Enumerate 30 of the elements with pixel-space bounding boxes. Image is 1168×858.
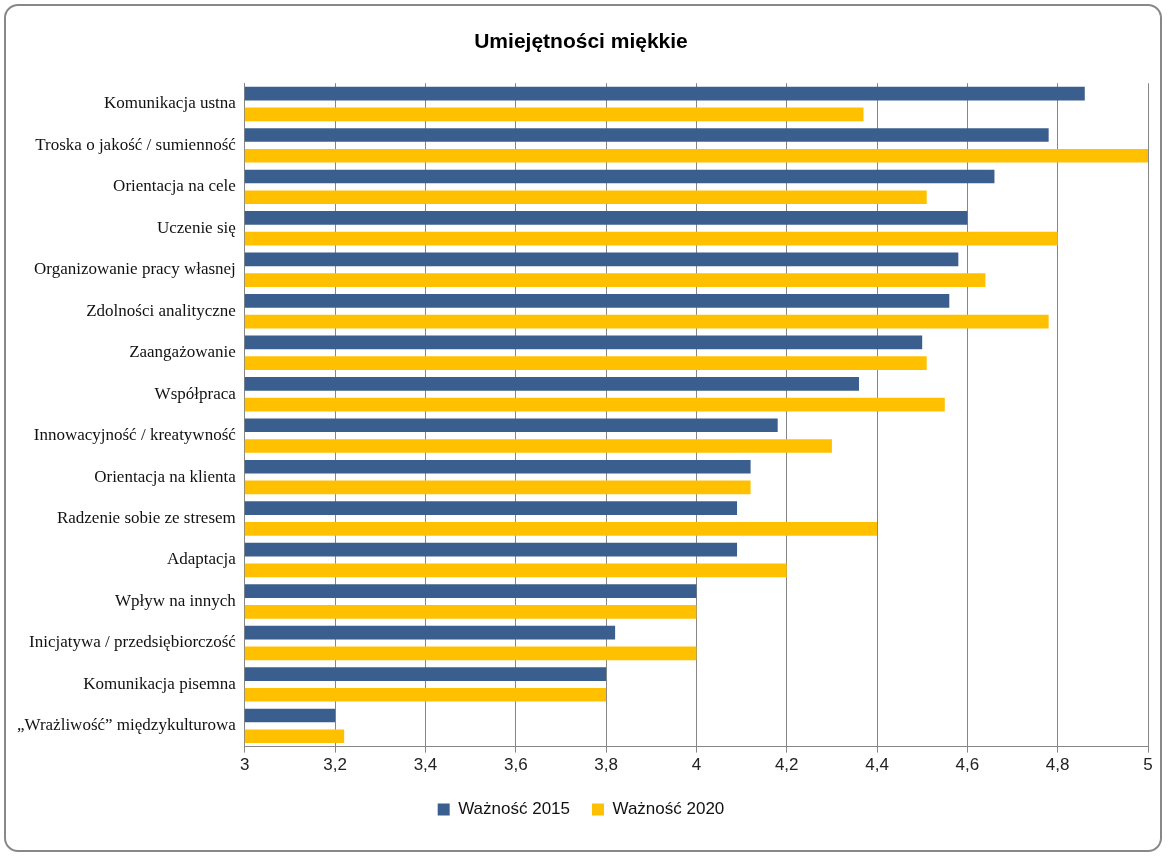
- y-tick-label: Orientacja na cele: [113, 176, 236, 196]
- x-tick-label: 3,6: [503, 755, 528, 775]
- y-tick-label: Adaptacja: [166, 549, 237, 569]
- y-tick-label: Komunikacja pisemna: [83, 673, 237, 693]
- y-tick-label: Troska o jakość / sumienność: [35, 134, 237, 154]
- x-tick-label: 3: [240, 755, 250, 775]
- x-tick-label: 3,2: [323, 755, 347, 775]
- x-tick-label: 4: [691, 755, 702, 775]
- x-tick-label: 3,4: [413, 755, 438, 775]
- y-tick-label: Radzenie sobie ze stresem: [56, 508, 236, 528]
- y-tick-label: Zaangażowanie: [129, 342, 236, 362]
- x-tick-label: 5: [1143, 755, 1153, 775]
- y-tick-label: Innowacyjność / kreatywność: [33, 425, 237, 445]
- x-tick-label: 4,6: [955, 755, 980, 775]
- y-tick-label: Inicjatywa / przedsiębiorczość: [29, 632, 237, 652]
- y-tick-label: Wpływ na innych: [114, 590, 237, 610]
- y-tick-label: Zdolności analityczne: [86, 300, 236, 320]
- y-tick-label: Orientacja na klienta: [94, 466, 237, 486]
- x-tick-label: 4,4: [865, 755, 889, 775]
- y-tick-label: „Wrażliwość” międzykulturowa: [17, 715, 237, 735]
- y-tick-label: Współpraca: [154, 383, 237, 403]
- x-tick-label: 3,8: [594, 755, 618, 775]
- legend-label: Ważność 2015: [458, 799, 571, 819]
- y-tick-label: Organizowanie pracy własnej: [34, 259, 236, 279]
- legend-label: Ważność 2020: [612, 799, 725, 819]
- y-tick-label: Komunikacja ustna: [104, 93, 237, 113]
- y-tick-label: Uczenie się: [156, 217, 236, 237]
- chart-title: Umiejętności miękkie: [474, 29, 688, 53]
- x-tick-label: 4,2: [774, 755, 799, 775]
- x-tick-label: 4,8: [1045, 755, 1070, 775]
